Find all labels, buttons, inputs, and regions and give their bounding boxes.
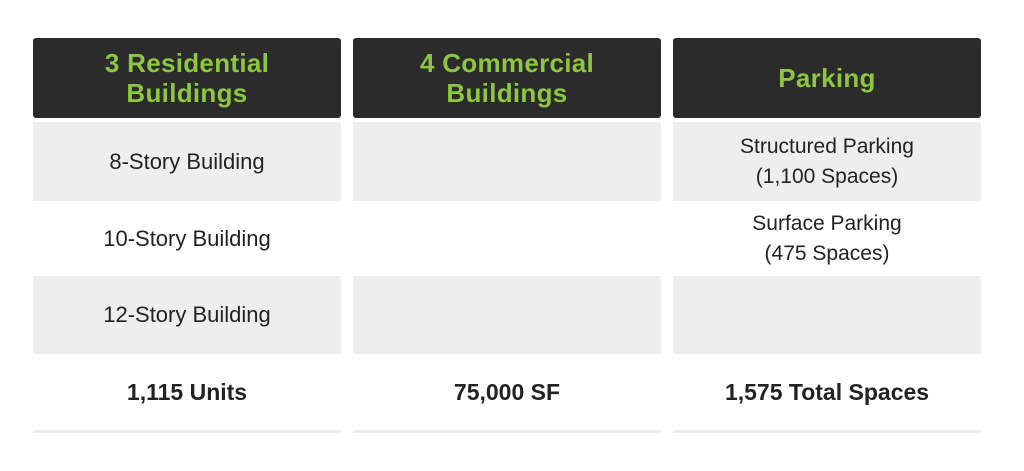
residential-header-label: 3 Residential Buildings [104, 48, 270, 108]
residential-row-3: 12-Story Building [33, 276, 341, 354]
parking-row-3 [673, 276, 981, 354]
residential-total: 1,115 Units [33, 354, 341, 433]
parking-row-1: Structured Parking (1,100 Spaces) [673, 122, 981, 201]
commercial-row-3 [353, 276, 661, 354]
parking-header: Parking [673, 38, 981, 118]
parking-row-2: Surface Parking (475 Spaces) [673, 201, 981, 276]
residential-row-2: 10-Story Building [33, 201, 341, 276]
residential-row-1: 8-Story Building [33, 122, 341, 201]
parking-header-label: Parking [778, 63, 876, 93]
commercial-column: 4 Commercial Buildings 75,000 SF [353, 38, 661, 433]
commercial-row-2 [353, 201, 661, 276]
residential-header: 3 Residential Buildings [33, 38, 341, 118]
parking-total: 1,575 Total Spaces [673, 354, 981, 433]
commercial-header: 4 Commercial Buildings [353, 38, 661, 118]
commercial-total: 75,000 SF [353, 354, 661, 433]
commercial-header-label: 4 Commercial Buildings [419, 48, 595, 108]
residential-column: 3 Residential Buildings 8-Story Building… [33, 38, 341, 433]
parking-column: Parking Structured Parking (1,100 Spaces… [673, 38, 981, 433]
commercial-row-1 [353, 122, 661, 201]
